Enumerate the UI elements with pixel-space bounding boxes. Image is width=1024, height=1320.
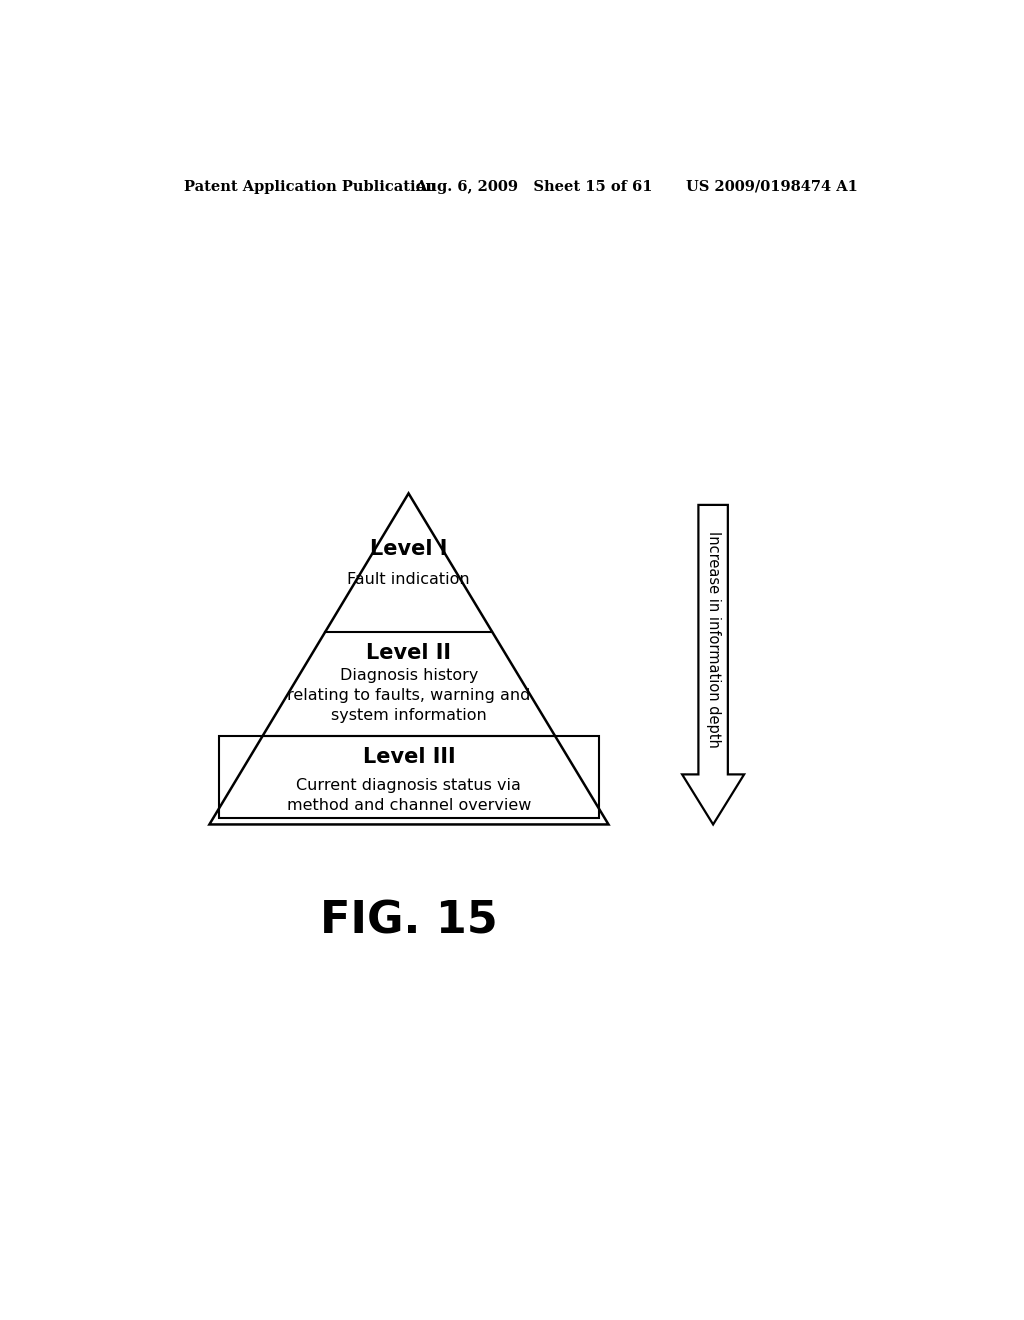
Text: Current diagnosis status via
method and channel overview: Current diagnosis status via method and … (287, 779, 531, 813)
Text: Patent Application Publication: Patent Application Publication (183, 180, 436, 194)
Text: Level II: Level II (367, 643, 452, 663)
Text: Level I: Level I (370, 539, 447, 558)
Text: Increase in information depth: Increase in information depth (706, 531, 721, 748)
Text: Diagnosis history
relating to faults, warning and
system information: Diagnosis history relating to faults, wa… (287, 668, 530, 723)
Bar (219, 737, 599, 818)
Text: FIG. 15: FIG. 15 (319, 899, 498, 942)
Text: Level III: Level III (362, 747, 456, 767)
Text: Fault indication: Fault indication (347, 572, 470, 587)
Polygon shape (682, 506, 744, 825)
Text: US 2009/0198474 A1: US 2009/0198474 A1 (686, 180, 858, 194)
Text: Aug. 6, 2009   Sheet 15 of 61: Aug. 6, 2009 Sheet 15 of 61 (415, 180, 652, 194)
